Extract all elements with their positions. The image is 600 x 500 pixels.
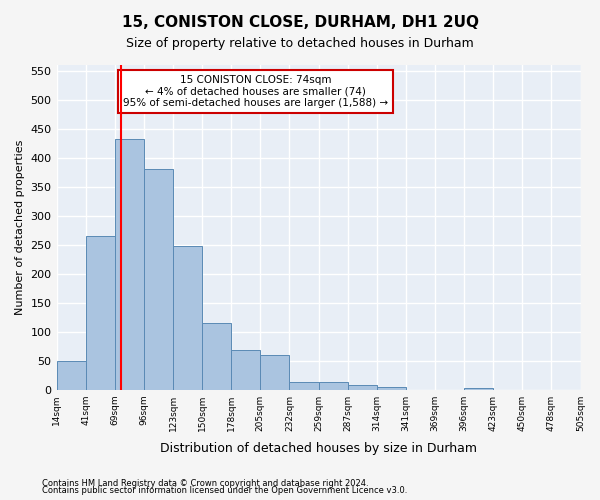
Bar xyxy=(86,236,115,390)
Text: Contains public sector information licensed under the Open Government Licence v3: Contains public sector information licen… xyxy=(42,486,407,495)
Y-axis label: Number of detached properties: Number of detached properties xyxy=(15,140,25,315)
Bar xyxy=(464,388,493,390)
Bar xyxy=(173,246,202,390)
Text: 15, CONISTON CLOSE, DURHAM, DH1 2UQ: 15, CONISTON CLOSE, DURHAM, DH1 2UQ xyxy=(121,15,479,30)
Bar xyxy=(260,355,289,390)
Bar xyxy=(115,139,144,390)
Bar xyxy=(56,360,86,390)
Text: 15 CONISTON CLOSE: 74sqm
← 4% of detached houses are smaller (74)
95% of semi-de: 15 CONISTON CLOSE: 74sqm ← 4% of detache… xyxy=(123,74,388,108)
Bar xyxy=(347,385,377,390)
Bar xyxy=(319,382,347,390)
Bar xyxy=(144,170,173,390)
X-axis label: Distribution of detached houses by size in Durham: Distribution of detached houses by size … xyxy=(160,442,477,455)
Text: Contains HM Land Registry data © Crown copyright and database right 2024.: Contains HM Land Registry data © Crown c… xyxy=(42,478,368,488)
Bar xyxy=(289,382,319,390)
Bar xyxy=(202,323,231,390)
Text: Size of property relative to detached houses in Durham: Size of property relative to detached ho… xyxy=(126,38,474,51)
Bar xyxy=(377,387,406,390)
Bar xyxy=(231,350,260,390)
